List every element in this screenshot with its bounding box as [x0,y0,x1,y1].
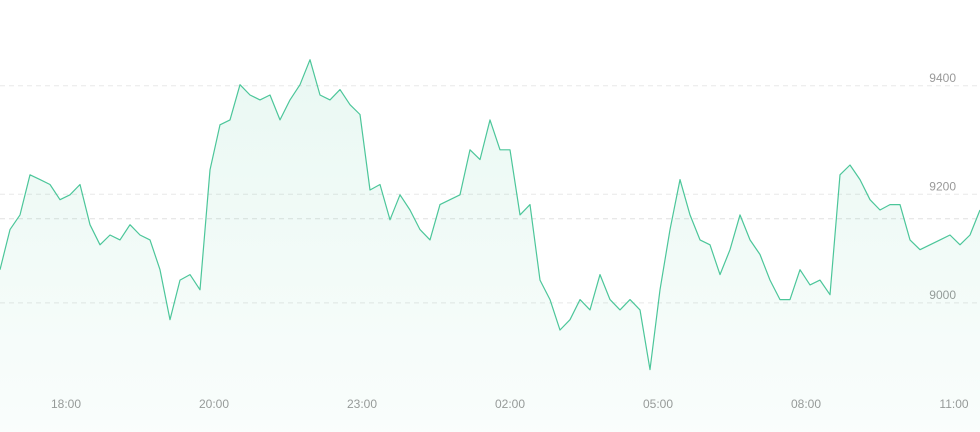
area [0,59,980,432]
y-tick-label: 9400 [929,71,956,85]
price-line [0,59,980,371]
y-tick-label: 9200 [929,179,956,193]
